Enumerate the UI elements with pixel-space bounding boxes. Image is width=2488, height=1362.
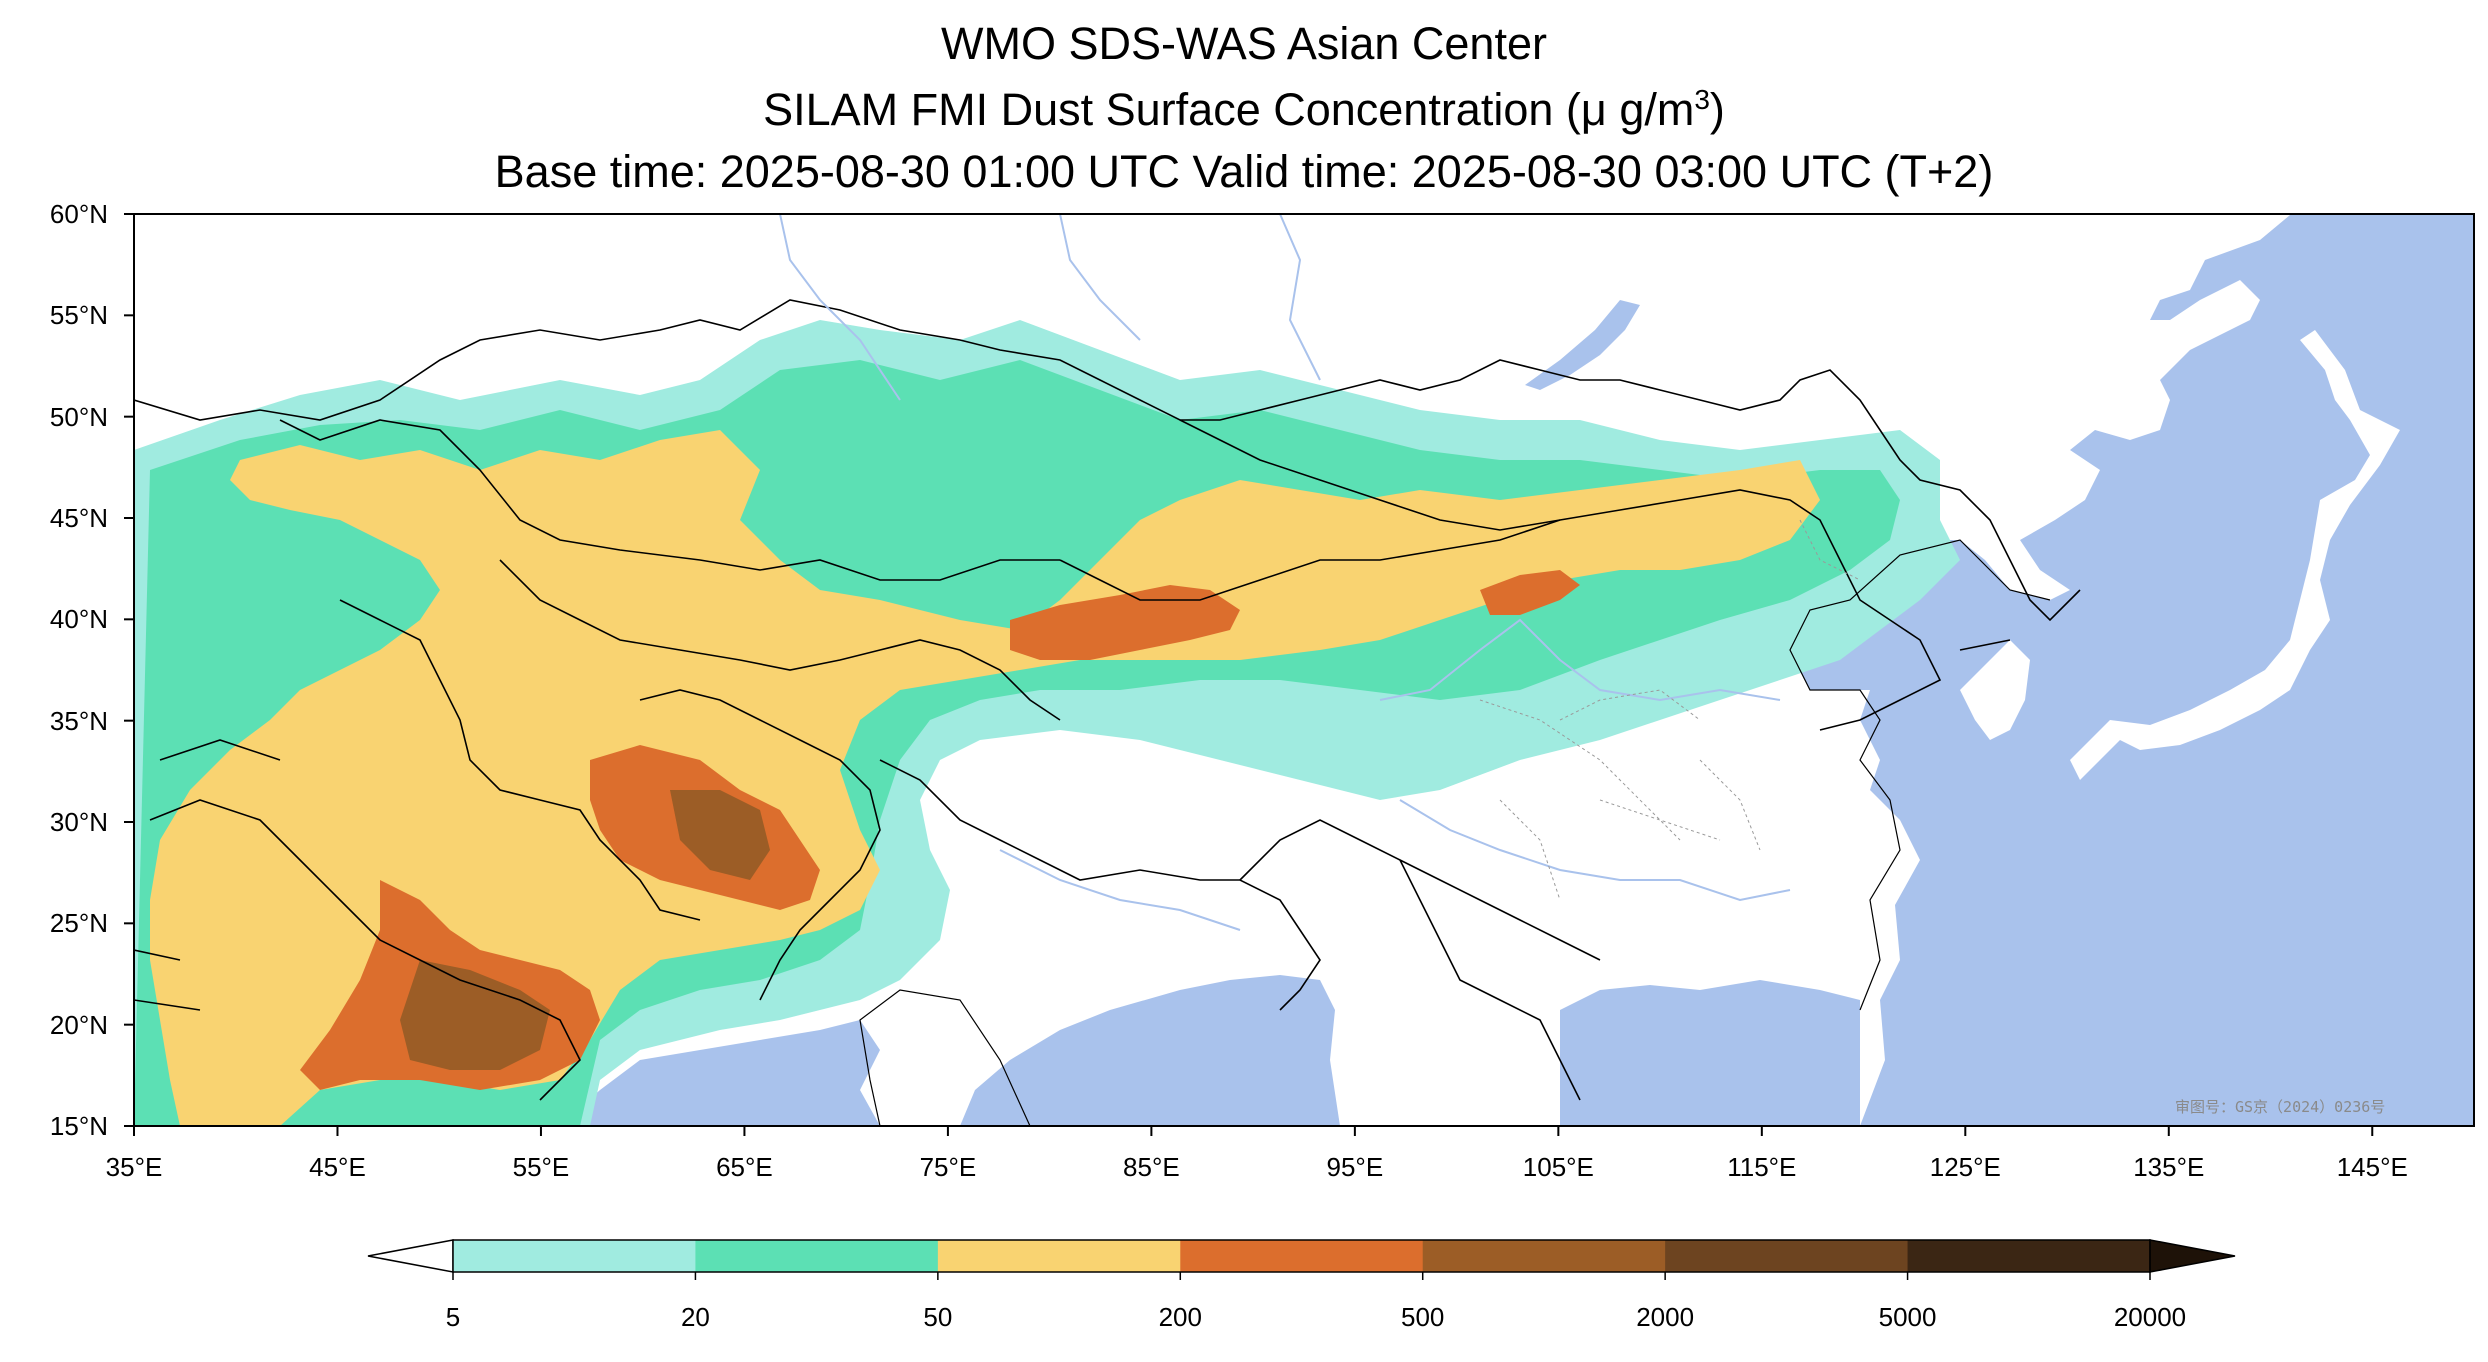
lon-ticks [133, 1126, 2374, 1136]
lon-tick-label: 45°E [309, 1152, 366, 1182]
japan-islands [2070, 330, 2400, 780]
colorbar-swatch [453, 1240, 696, 1272]
colorbar-level-label: 5 [445, 1302, 461, 1332]
lake-baikal [1525, 300, 1640, 390]
colorbar-frame [452, 1239, 2151, 1273]
colorbar-swatch [1907, 1240, 2151, 1272]
lat-tick-label: 55°N [49, 300, 108, 331]
colorbar-level-label: 5000 [1878, 1302, 1937, 1332]
map-watermark: 审图号：GS京（2024）0236号 [2175, 1098, 2386, 1116]
afghanistan-pakistan-border [639, 689, 881, 1001]
china-province-lines [1479, 519, 1861, 901]
colorbar-swatch [695, 1240, 939, 1272]
south-china-sea [1560, 980, 1860, 1126]
central-asia-borders [499, 559, 1061, 721]
mongolia-border [1179, 419, 1561, 531]
lat-tick-label: 20°N [49, 1009, 108, 1040]
dust-level-50-200 [150, 430, 1820, 1126]
map-frame [133, 213, 2475, 1127]
colorbar-level-label: 50 [923, 1302, 953, 1332]
iran-border [339, 599, 701, 921]
southeast-asia-borders [1239, 819, 1601, 1101]
lat-tick-label: 15°N [49, 1111, 108, 1141]
province-borders [1479, 519, 1861, 901]
lon-tick-label: 145°E [2336, 1152, 2408, 1182]
lat-tick-label: 40°N [49, 604, 108, 635]
china-border [1059, 489, 1942, 731]
lon-tick-label: 75°E [919, 1152, 977, 1182]
lon-tick-label: 55°E [512, 1152, 570, 1182]
chart-time-line: Base time: 2025-08-30 01:00 UTC Valid ti… [494, 146, 1994, 197]
map-layers [134, 214, 2474, 1126]
lon-tick-label: 125°E [1929, 1152, 2001, 1182]
lat-tick-label: 50°N [49, 401, 108, 432]
lat-tick-label: 35°N [49, 705, 108, 736]
rivers [779, 214, 1791, 931]
chart-subtitle: SILAM FMI Dust Surface Concentration (μ … [0, 84, 2488, 136]
extend-over-arrow-icon [2149, 1239, 2236, 1273]
russia-southern-border [134, 299, 2081, 622]
lon-tick-label: 35°E [105, 1152, 163, 1182]
lon-tick-label: 115°E [1727, 1152, 1797, 1182]
bay-of-bengal [960, 975, 1340, 1126]
yenisei-river [1279, 214, 1321, 381]
yangtze-river [1399, 799, 1791, 902]
colorbar-swatch [1422, 1240, 1666, 1272]
lat-tick-label: 25°N [49, 908, 108, 939]
lon-tick-label: 95°E [1326, 1152, 1384, 1182]
arabia-borders [134, 739, 581, 1101]
taiwan-island [1855, 900, 1880, 970]
kazakhstan-border [279, 419, 1060, 581]
india-coastline [859, 989, 1031, 1126]
colorbar-swatch [1665, 1240, 1909, 1272]
colorbar-level-label: 200 [1158, 1302, 1202, 1332]
chart-title: WMO SDS-WAS Asian Center [941, 18, 1547, 69]
dust-level-200-500-tarim [1010, 585, 1240, 660]
arabian-sea [560, 1020, 880, 1126]
korea-border [1959, 639, 2011, 651]
colorbar-level-label: 20000 [2113, 1302, 2187, 1332]
extend-under-arrow-icon [367, 1239, 454, 1273]
korea-peninsula [1960, 640, 2030, 740]
coastlines [859, 539, 2051, 1126]
east-asia-coastline [1789, 539, 2051, 1011]
colorbar-level-label: 500 [1401, 1302, 1445, 1332]
lon-tick-label: 105°E [1522, 1152, 1594, 1182]
country-borders [134, 299, 2081, 1101]
india-border [879, 759, 1321, 1011]
subtitle-text: SILAM FMI Dust Surface Concentration ( [763, 84, 1581, 135]
colorbar-swatch [1180, 1240, 1424, 1272]
pacific-ocean [1790, 214, 2474, 1126]
dust-contours [134, 320, 1960, 1126]
irtysh-river [779, 214, 901, 401]
unit-superscript: 3 [1694, 84, 1710, 115]
lat-tick-label: 45°N [49, 503, 108, 533]
yellow-river [1379, 618, 1781, 702]
lat-ticks [124, 213, 134, 1127]
dust-level-200-500-alashan [1480, 570, 1580, 615]
dust-level-500-2000-arabia [400, 960, 550, 1070]
lon-tick-label: 65°E [716, 1152, 773, 1182]
unit-text: μ g/m [1580, 84, 1695, 135]
colorbar-swatch [937, 1240, 1181, 1272]
subtitle-close: ) [1709, 84, 1725, 135]
ob-river [1059, 214, 1141, 341]
lat-tick-label: 60°N [49, 199, 108, 229]
dust-level-500-2000-pakistan [670, 790, 770, 880]
lon-tick-label: 135°E [2133, 1152, 2205, 1182]
lon-tick-label: 85°E [1123, 1152, 1180, 1182]
ganges-river [999, 849, 1241, 931]
lat-tick-label: 30°N [49, 807, 108, 837]
colorbar-level-label: 20 [680, 1302, 710, 1332]
colorbar [367, 1239, 2236, 1280]
colorbar-level-label: 2000 [1636, 1302, 1695, 1332]
